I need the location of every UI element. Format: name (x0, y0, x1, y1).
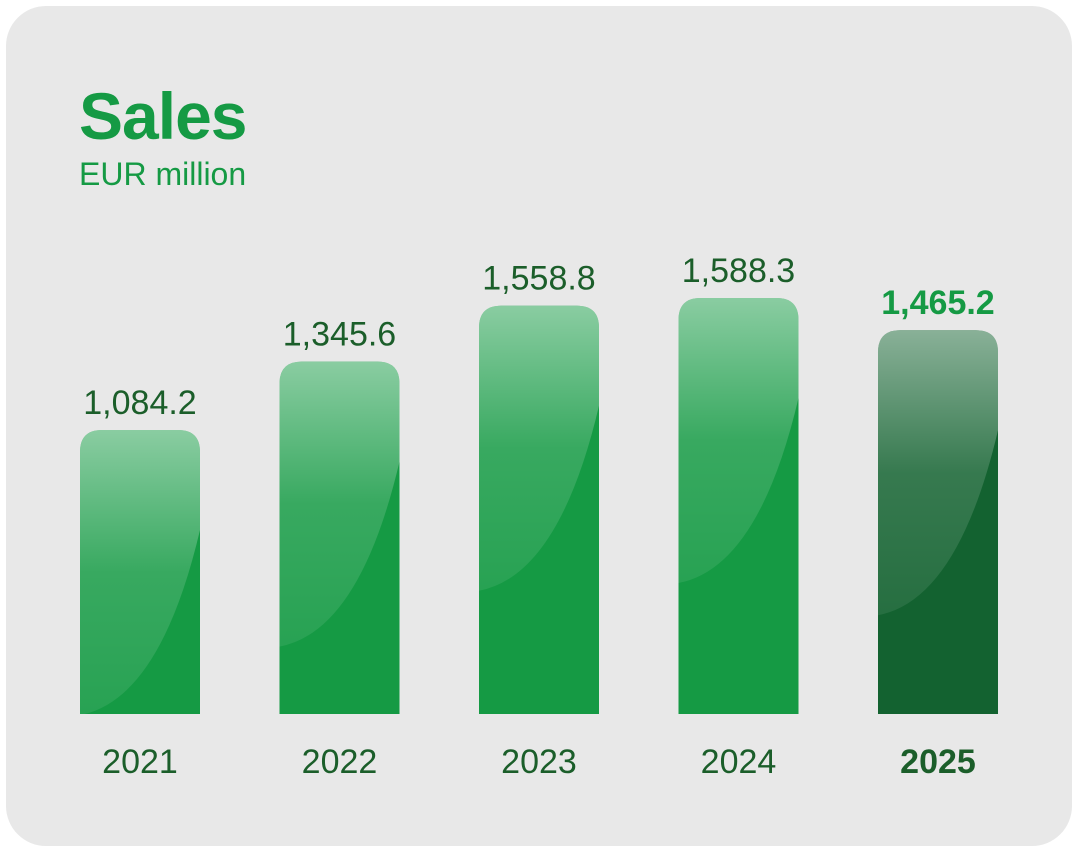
bar-shine (878, 330, 998, 616)
category-label-2022: 2022 (302, 743, 378, 781)
value-label-2023: 1,558.8 (482, 260, 595, 298)
value-label-2022: 1,345.6 (283, 316, 396, 354)
bar-shine (479, 305, 599, 591)
value-label-2025: 1,465.2 (881, 284, 994, 322)
category-label-2024: 2024 (701, 743, 777, 781)
bar-shine (279, 361, 400, 647)
bar-shine (80, 430, 200, 714)
category-label-2021: 2021 (102, 743, 178, 781)
chart-subtitle: EUR million (79, 156, 247, 192)
chart-title: Sales (79, 79, 247, 153)
value-label-2021: 1,084.2 (83, 384, 196, 422)
category-label-2025: 2025 (900, 743, 976, 781)
category-label-2023: 2023 (501, 743, 577, 781)
value-label-2024: 1,588.3 (682, 252, 795, 290)
bar-shine (678, 298, 799, 583)
